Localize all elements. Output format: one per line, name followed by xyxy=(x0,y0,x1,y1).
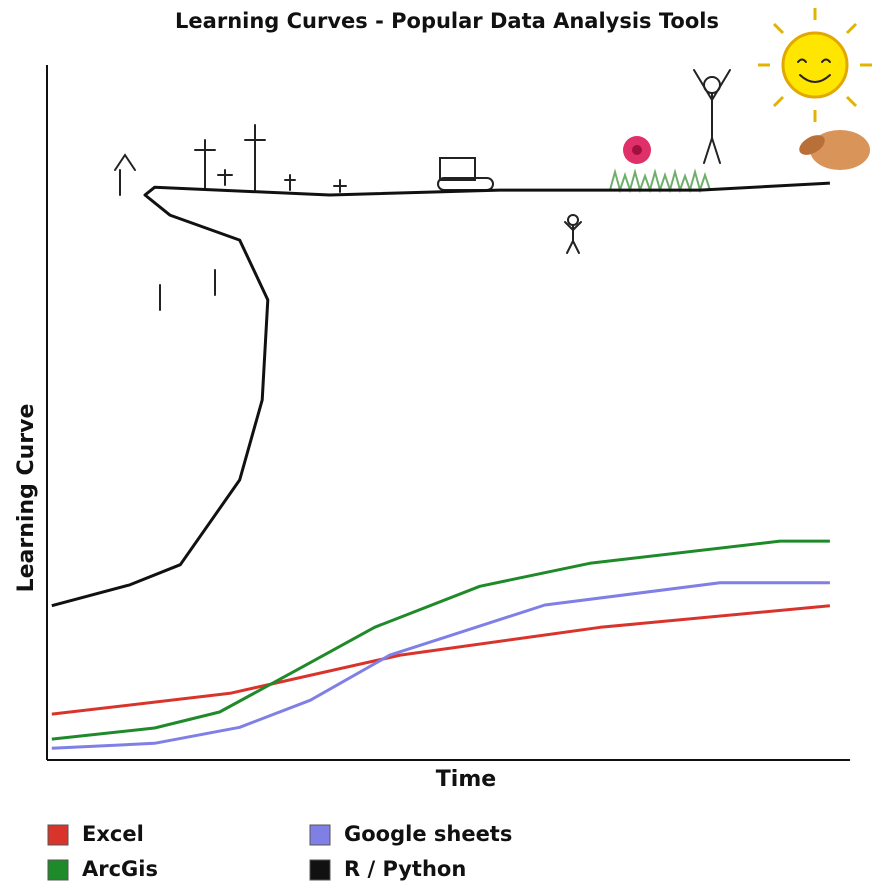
legend-swatch xyxy=(48,825,68,845)
x-axis-label: Time xyxy=(436,767,496,792)
chart: Learning Curves - Popular Data Analysis … xyxy=(0,0,873,886)
line xyxy=(52,606,830,714)
grass xyxy=(610,136,710,190)
legend-swatch xyxy=(310,825,330,845)
legend-label: Excel xyxy=(82,822,144,846)
sun xyxy=(758,8,872,122)
bulldozer xyxy=(438,158,493,190)
legend-swatch xyxy=(48,860,68,880)
line xyxy=(52,183,830,606)
page: {"chart_data": {"type": "line", "title":… xyxy=(0,0,873,886)
chart-title: Learning Curves - Popular Data Analysis … xyxy=(175,9,719,33)
legend-label: ArcGis xyxy=(82,857,158,881)
legend-label: Google sheets xyxy=(344,822,512,846)
legend-label: R / Python xyxy=(344,857,466,881)
rabbit xyxy=(796,130,870,170)
legend-swatch xyxy=(310,860,330,880)
y-axis-label: Learning Curve xyxy=(14,404,39,593)
